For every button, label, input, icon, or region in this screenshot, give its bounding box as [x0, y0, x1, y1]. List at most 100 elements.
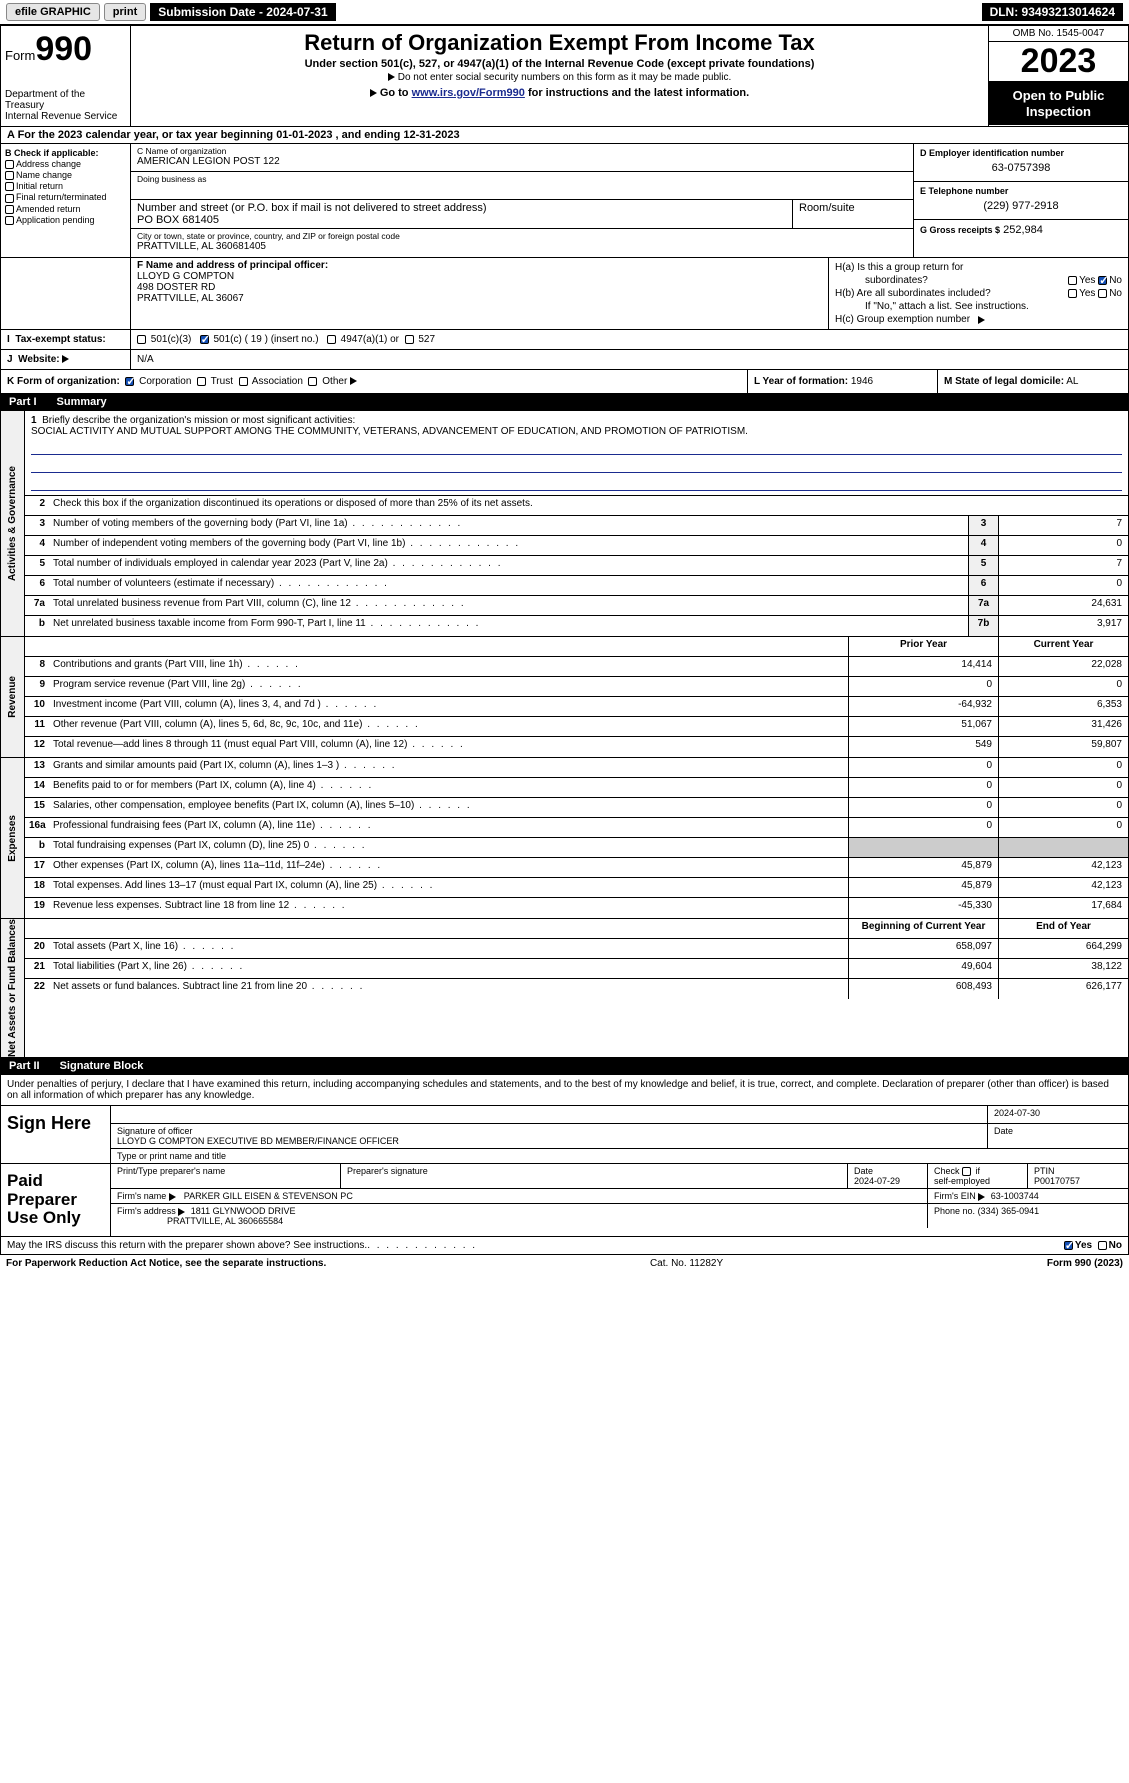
col-f-officer: F Name and address of principal officer:… [131, 258, 828, 329]
checkbox-icon[interactable] [1098, 1241, 1107, 1250]
table-row: 6Total number of volunteers (estimate if… [25, 576, 1128, 596]
section-expenses: Expenses 13Grants and similar amounts pa… [0, 758, 1129, 919]
checkbox-icon[interactable] [405, 335, 414, 344]
checkbox-icon[interactable] [1068, 276, 1077, 285]
form-footer: Form 990 (2023) [1047, 1258, 1123, 1269]
underline [31, 441, 1122, 455]
goto-link[interactable]: www.irs.gov/Form990 [412, 87, 525, 99]
sign-here-block: Sign Here 2024-07-30 Signature of office… [0, 1106, 1129, 1164]
f-name: LLOYD G COMPTON [137, 271, 822, 282]
pra-notice: For Paperwork Reduction Act Notice, see … [6, 1258, 326, 1269]
efile-button[interactable]: efile GRAPHIC [6, 3, 100, 21]
f-addr2: PRATTVILLE, AL 36067 [137, 293, 822, 304]
table-row: 9Program service revenue (Part VIII, lin… [25, 677, 1128, 697]
underline [31, 477, 1122, 491]
col-f-left-spacer [1, 258, 131, 329]
checkbox-icon[interactable] [137, 335, 146, 344]
print-button[interactable]: print [104, 3, 146, 21]
form-subtitle-1: Under section 501(c), 527, or 4947(a)(1)… [139, 58, 980, 70]
table-row: 15Salaries, other compensation, employee… [25, 798, 1128, 818]
sig-officer-name: LLOYD G COMPTON EXECUTIVE BD MEMBER/FINA… [117, 1136, 981, 1146]
prep-name-label: Print/Type preparer's name [111, 1164, 341, 1188]
cat-number: Cat. No. 11282Y [326, 1258, 1047, 1269]
checkbox-checked-icon[interactable] [1098, 276, 1107, 285]
check-amended-return[interactable]: Amended return [5, 204, 126, 214]
prep-date-label: Date [854, 1166, 873, 1176]
i-label: Tax-exempt status: [15, 334, 105, 345]
check-application-pending[interactable]: Application pending [5, 215, 126, 225]
col-b-checkboxes: B Check if applicable: Address change Na… [1, 144, 131, 257]
table-row: 20Total assets (Part X, line 16)658,0976… [25, 939, 1128, 959]
ptin-value: P00170757 [1034, 1176, 1080, 1186]
dln-label: DLN: 93493213014624 [982, 3, 1123, 21]
table-row: 16aProfessional fundraising fees (Part I… [25, 818, 1128, 838]
table-row: 12Total revenue—add lines 8 through 11 (… [25, 737, 1128, 757]
part-2-title: Signature Block [60, 1060, 144, 1072]
block-fh: F Name and address of principal officer:… [0, 258, 1129, 330]
form-number: 990 [35, 30, 92, 68]
l-label: L Year of formation: [754, 376, 848, 387]
col-c-org-info: C Name of organization AMERICAN LEGION P… [131, 144, 913, 257]
check-address-change[interactable]: Address change [5, 159, 126, 169]
checkbox-icon[interactable] [308, 377, 317, 386]
col-b-title: B Check if applicable: [5, 148, 126, 158]
check-final-return[interactable]: Final return/terminated [5, 192, 126, 202]
hb-note: If "No," attach a list. See instructions… [865, 301, 1122, 312]
table-row: 11Other revenue (Part VIII, column (A), … [25, 717, 1128, 737]
paid-preparer-block: Paid Preparer Use Only Print/Type prepar… [0, 1164, 1129, 1237]
submission-date: Submission Date - 2024-07-31 [150, 3, 335, 21]
table-row: 5Total number of individuals employed in… [25, 556, 1128, 576]
check-initial-return[interactable]: Initial return [5, 181, 126, 191]
table-row: 7aTotal unrelated business revenue from … [25, 596, 1128, 616]
check-name-change[interactable]: Name change [5, 170, 126, 180]
sig-date: 2024-07-30 [988, 1106, 1128, 1123]
row-i: I Tax-exempt status: 501(c)(3) 501(c) ( … [0, 330, 1129, 350]
vtab-ag: Activities & Governance [1, 411, 25, 636]
phone-label: Phone no. [934, 1206, 975, 1216]
org-name: AMERICAN LEGION POST 122 [137, 156, 907, 167]
sig-officer-label: Signature of officer [117, 1126, 981, 1136]
firm-addr-label: Firm's address [117, 1206, 176, 1216]
checkbox-icon [5, 216, 14, 225]
form-title: Return of Organization Exempt From Incom… [139, 30, 980, 56]
col-h: H(a) Is this a group return for subordin… [828, 258, 1128, 329]
city-label: City or town, state or province, country… [137, 231, 907, 241]
checkbox-icon[interactable] [197, 377, 206, 386]
checkbox-icon[interactable] [239, 377, 248, 386]
checkbox-icon[interactable] [327, 335, 336, 344]
table-row: 17Other expenses (Part IX, column (A), l… [25, 858, 1128, 878]
checkbox-icon[interactable] [1068, 289, 1077, 298]
goto-post: for instructions and the latest informat… [525, 87, 749, 99]
f-addr1: 498 DOSTER RD [137, 282, 822, 293]
vtab-expenses: Expenses [1, 758, 25, 918]
street-value: PO BOX 681405 [137, 214, 786, 226]
hb-label: H(b) Are all subordinates included? [835, 288, 991, 299]
row-a-tax-year: A For the 2023 calendar year, or tax yea… [0, 127, 1129, 144]
section-revenue: Revenue Prior Year Current Year 8Contrib… [0, 637, 1129, 758]
row-j: J Website: N/A [0, 350, 1129, 370]
table-row: 13Grants and similar amounts paid (Part … [25, 758, 1128, 778]
gross-value: 252,984 [1003, 224, 1043, 236]
table-row: bNet unrelated business taxable income f… [25, 616, 1128, 636]
block-bcdeg: B Check if applicable: Address change Na… [0, 144, 1129, 258]
ptin-label: PTIN [1034, 1166, 1055, 1176]
hdr-eoy: End of Year [998, 919, 1128, 938]
checkbox-checked-icon[interactable] [200, 335, 209, 344]
checkbox-icon [5, 160, 14, 169]
table-row: 3Number of voting members of the governi… [25, 516, 1128, 536]
street-label: Number and street (or P.O. box if mail i… [137, 202, 786, 214]
table-row: 4Number of independent voting members of… [25, 536, 1128, 556]
irs-label: Internal Revenue Service [5, 111, 126, 122]
checkbox-checked-icon[interactable] [125, 377, 134, 386]
checkbox-icon[interactable] [1098, 289, 1107, 298]
table-row: 22Net assets or fund balances. Subtract … [25, 979, 1128, 999]
ein-value: 63-0757398 [920, 162, 1122, 174]
gross-label: G Gross receipts $ [920, 225, 1000, 235]
table-row: bTotal fundraising expenses (Part IX, co… [25, 838, 1128, 858]
checkbox-icon[interactable] [962, 1167, 971, 1176]
table-row: 19Revenue less expenses. Subtract line 1… [25, 898, 1128, 918]
checkbox-checked-icon[interactable] [1064, 1241, 1073, 1250]
k-label: K Form of organization: [7, 376, 120, 387]
sig-declaration: Under penalties of perjury, I declare th… [0, 1075, 1129, 1106]
ha-label: H(a) Is this a group return for [835, 262, 963, 273]
